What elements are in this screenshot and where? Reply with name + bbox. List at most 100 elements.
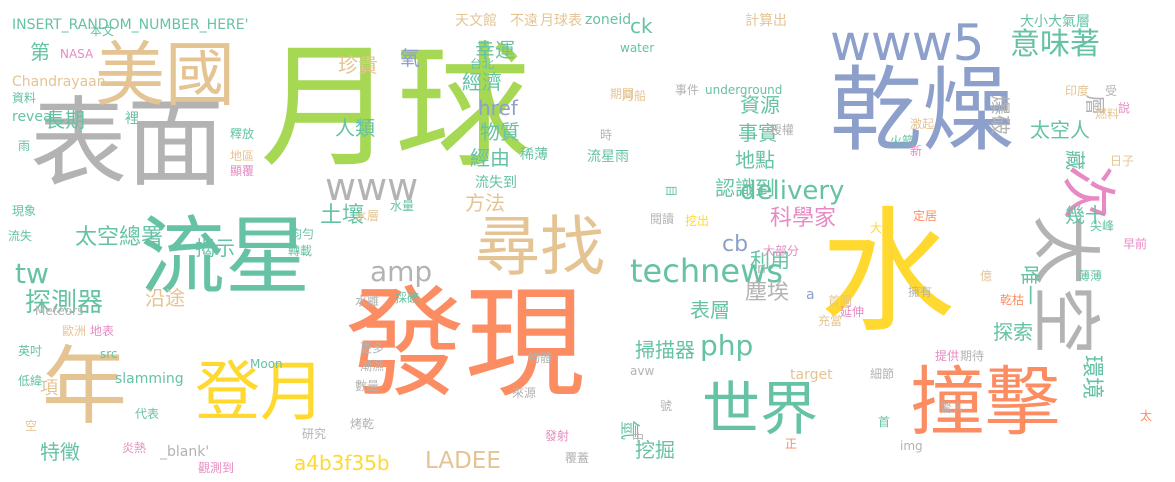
cloud-word: 世界 — [702, 375, 819, 443]
cloud-word: 低緯 — [18, 374, 43, 388]
cloud-word: 月球表 — [540, 13, 582, 29]
cloud-word: 採礦 — [395, 291, 420, 305]
cloud-word: 塵埃 — [745, 280, 790, 305]
cloud-word: Chandrayaan — [12, 74, 106, 90]
cloud-word: 歐洲 — [62, 324, 87, 338]
cloud-word: 首圖 — [828, 294, 853, 308]
cloud-word: 地表 — [90, 324, 115, 338]
cloud-word: 物質 — [480, 120, 520, 144]
cloud-word: 流星雨 — [587, 149, 629, 165]
cloud-word: 裡 — [125, 111, 139, 127]
cloud-word: 天文館 — [455, 13, 497, 29]
cloud-word: 事實 — [738, 121, 778, 145]
cloud-word: 氧 — [400, 46, 420, 70]
cloud-word: 撞擊 — [910, 358, 1061, 446]
cloud-word: 乾燥 — [830, 57, 1015, 164]
cloud-word: 探測器 — [25, 288, 104, 318]
cloud-word: 台北 — [470, 57, 495, 71]
cloud-word: 項 — [40, 378, 58, 399]
cloud-word: 水量 — [390, 199, 415, 213]
cloud-word: 定居 — [913, 209, 938, 223]
cloud-word: water — [620, 41, 655, 55]
cloud-word: 正 — [785, 437, 798, 451]
cloud-word: target — [790, 367, 833, 383]
cloud-word: www — [325, 165, 419, 209]
cloud-word: 驚人 — [940, 401, 965, 415]
cloud-word: href — [478, 96, 518, 120]
cloud-word: 日子 — [1110, 154, 1135, 168]
cloud-word: 第 — [30, 40, 50, 64]
cloud-word: Meteors — [35, 304, 84, 318]
cloud-word: 大部分 — [763, 244, 800, 258]
cloud-word: 尋找 — [475, 210, 606, 285]
cloud-word: 珍貴 — [338, 53, 378, 77]
cloud-word: 首 — [878, 415, 891, 429]
cloud-word: 沿途 — [145, 286, 185, 310]
cloud-word: 大小 — [1020, 14, 1048, 30]
cloud-word: 挖出 — [685, 214, 710, 228]
cloud-word: 方法 — [465, 191, 505, 215]
cloud-word: 特徵 — [40, 440, 80, 464]
cloud-word: 太 — [1140, 409, 1153, 423]
cloud-word: 不遠 — [510, 13, 538, 29]
cloud-word: INSERT_RANDOM_NUMBER_HERE' — [12, 17, 249, 33]
cloud-word: ck — [630, 14, 653, 38]
cloud-word: 來源 — [512, 386, 537, 400]
cloud-word: 表層 — [690, 298, 730, 322]
cloud-word: 印度 — [1065, 84, 1090, 98]
cloud-word: 發現 — [345, 275, 585, 414]
cloud-word: 土壤 — [320, 203, 365, 228]
cloud-word: 挖掘 — [635, 438, 675, 462]
cloud-word: 月船 — [622, 89, 647, 103]
cloud-word: 流失 — [8, 229, 33, 243]
cloud-word: 閱讀 — [650, 212, 675, 226]
cloud-word: 代表 — [135, 407, 160, 421]
cloud-word: 登月 — [195, 355, 326, 430]
cloud-word: 表面 — [30, 87, 224, 200]
cloud-word: 人類 — [335, 116, 375, 140]
cloud-word: 幸運 — [475, 38, 515, 62]
cloud-word: 藏 — [1063, 150, 1087, 170]
cloud-word: 中 — [632, 431, 645, 445]
cloud-word: a4b3f35b — [294, 451, 390, 475]
cloud-word: 觀測到 — [198, 461, 235, 475]
cloud-word: 更多 — [360, 341, 385, 355]
cloud-word: 雨 — [18, 139, 31, 153]
cloud-word: 太空總署 — [75, 225, 164, 250]
cloud-word: 物體 — [528, 351, 553, 365]
cloud-word: 水層 — [355, 209, 380, 223]
cloud-word: 探索 — [993, 320, 1033, 344]
cloud-word: 尖峰 — [1090, 219, 1115, 233]
cloud-word: amp — [370, 255, 433, 288]
cloud-word: 意味著 — [1010, 27, 1100, 62]
cloud-word: 充當 — [818, 314, 843, 328]
cloud-word: NASA — [60, 47, 94, 61]
cloud-word: _blank' — [160, 444, 210, 460]
cloud-word: 發射 — [545, 429, 570, 443]
cloud-word: 現象 — [12, 204, 37, 218]
cloud-word: 環境 — [1079, 355, 1104, 400]
cloud-word: img — [900, 439, 923, 453]
cloud-word: 新 — [910, 144, 923, 158]
cloud-word: 幾十 — [1065, 203, 1105, 227]
cloud-word: delivery — [740, 176, 845, 206]
cloud-word: 太空人 — [1030, 118, 1090, 142]
cloud-word: 經濟 — [462, 70, 502, 94]
cloud-word: 稀薄 — [520, 147, 548, 163]
cloud-word: 經由 — [470, 146, 510, 170]
cloud-word: 水 — [820, 194, 955, 351]
cloud-word: underground — [705, 83, 783, 97]
cloud-word: cb — [722, 232, 749, 257]
cloud-word: src — [100, 347, 118, 361]
cloud-word: 提供 — [935, 349, 960, 363]
cloud-word: 延伸 — [840, 305, 865, 319]
cloud-word: 年 — [42, 338, 128, 437]
cloud-word: 顯覆 — [230, 164, 255, 178]
cloud-word: 爆破 — [988, 95, 1012, 135]
cloud-word: 激起 — [910, 117, 935, 131]
cloud-word: 潮濕 — [360, 359, 385, 373]
cloud-word: 事件 — [675, 83, 700, 97]
cloud-word: 均勻 — [290, 227, 315, 241]
cloud-word: 大氣層 — [1048, 14, 1090, 30]
